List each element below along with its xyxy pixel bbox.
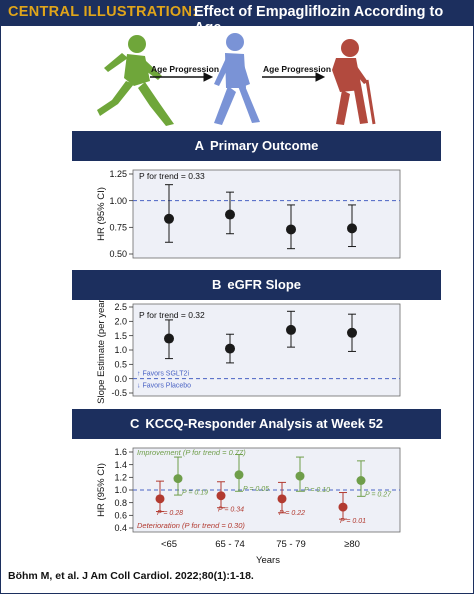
arrow-label-1: Age Progression [151, 64, 220, 74]
panel-b-y-axis-label: Slope Estimate (per year) [96, 300, 107, 404]
panel-c-deterioration-point [338, 502, 348, 512]
panel-c-improvement-p-label: P = 0.27 [365, 492, 392, 499]
panel-a-point [286, 224, 296, 235]
panel-b-y-tick-label: 0.5 [114, 360, 127, 370]
panel-b-point [225, 343, 235, 354]
panel-c-deterioration-point [277, 494, 287, 504]
panel-b-favors-down: ↓ Favors Placebo [137, 383, 191, 390]
panel-c-improvement-point [234, 470, 244, 480]
panel-c-improvement-label: Improvement (P for trend = 0.77) [137, 448, 246, 457]
cane-icon [365, 79, 376, 125]
panel-b-letter: B [211, 277, 222, 292]
panel-c-y-axis-label: HR (95% CI) [96, 463, 107, 517]
header-title: Effect of Empagliflozin According to Age [194, 4, 444, 36]
panel-a-y-tick-label: 1.25 [109, 169, 127, 179]
citation: Böhm M, et al. J Am Coll Cardiol. 2022;8… [8, 570, 254, 582]
panel-b-y-tick-label: 2.5 [114, 302, 127, 312]
panel-b-y-tick-label: 2.0 [114, 317, 127, 327]
panel-b-favors-up: ↑ Favors SGLT2i [137, 371, 189, 378]
header-lead: CENTRAL ILLUSTRATION: [8, 4, 198, 20]
panel-b-plot-area [132, 303, 401, 397]
panel-c-y-tick-label: 0.8 [114, 498, 127, 508]
panel-b-y-tick-label: 1.5 [114, 331, 127, 341]
panel-c-improvement-point [356, 476, 366, 485]
panel-b-point [286, 324, 296, 335]
panel-c-deterioration-p-label: P = 0.01 [340, 518, 366, 525]
progression-arrow-icon-1 [150, 72, 214, 82]
panel-c-x-tick-label: ≥80 [344, 539, 360, 550]
panel-c-deterioration-p-label: P = 0.34 [218, 507, 244, 514]
panel-b-y-tick-label: 0.0 [114, 374, 127, 384]
panel-a-title: Primary Outcome [210, 138, 319, 153]
panel-a-letter: A [194, 138, 204, 153]
runner-figure-icon [97, 35, 174, 126]
panel-c-y-tick-label: 1.4 [114, 460, 127, 470]
panel-c-deterioration-p-label: P = 0.28 [157, 510, 183, 517]
panel-c-deterioration-label: Deterioration (P for trend = 0.30) [137, 521, 245, 530]
panel-c-improvement-p-label: P = 0.05 [243, 486, 269, 493]
panel-a-p-trend: P for trend = 0.33 [139, 171, 205, 181]
panel-a-y-tick-label: 0.50 [109, 249, 127, 259]
panel-a-y-tick-label: 0.75 [109, 223, 127, 233]
panel-c-improvement-point [173, 474, 183, 484]
panel-c-x-tick-label: 65 - 74 [215, 539, 245, 550]
panel-c-title: KCCQ-Responder Analysis at Week 52 [145, 416, 384, 431]
panel-c-deterioration-point [155, 494, 165, 504]
elder-figure-icon [332, 39, 368, 125]
panel-c-deterioration-p-label: P = 0.22 [279, 510, 305, 517]
panel-a-y-tick-label: 1.00 [109, 196, 127, 206]
arrow-label-2: Age Progression [263, 64, 332, 74]
panel-c-deterioration-point [216, 491, 226, 501]
walker-figure-icon [214, 33, 260, 125]
panel-c-improvement-p-label: P = 0.10 [304, 487, 330, 494]
panel-a-point [164, 213, 174, 224]
panel-b-y-tick-label: -0.5 [111, 388, 127, 398]
panel-c-y-tick-label: 0.6 [114, 511, 127, 521]
panel-c-x-tick-label: 75 - 79 [276, 539, 306, 550]
panel-a-banner: A Primary Outcome [72, 131, 441, 161]
panel-a-point [347, 223, 357, 234]
panel-c-x-tick-label: <65 [161, 539, 177, 550]
kccq-responder-chart: 0.4 0.6 0.8 1.0 1.2 1.4 1.6 HR (95% CI) Improvem… [96, 447, 401, 566]
panel-c-improvement-p-label: P = 0.19 [182, 490, 208, 497]
panel-c-y-tick-label: 1.2 [114, 473, 127, 483]
panel-b-title: eGFR Slope [227, 277, 302, 292]
panel-c-y-tick-label: 1.6 [114, 447, 127, 457]
panel-c-y-tick-label: 0.4 [114, 523, 127, 533]
panel-c-improvement-point [295, 471, 305, 481]
egfr-slope-chart: -0.5 0.0 0.5 1.0 1.5 2.0 2.5 Slope Estimate (pe… [96, 300, 401, 404]
header-bar: CENTRAL ILLUSTRATION: Effect of Empaglif… [0, 0, 474, 36]
panel-c-x-axis-label: Years [256, 555, 280, 566]
progression-arrow-icon-2 [262, 72, 326, 82]
panel-b-point [347, 327, 357, 338]
panel-c-banner: C KCCQ-Responder Analysis at Week 52 [72, 409, 441, 439]
panel-b-point [164, 333, 174, 344]
panel-b-y-tick-label: 1.0 [114, 345, 127, 355]
panel-c-y-tick-label: 1.0 [114, 485, 127, 495]
panel-a-plot-area [132, 169, 401, 259]
panel-b-p-trend: P for trend = 0.32 [139, 310, 205, 320]
panel-a-point [225, 209, 235, 220]
panel-c-letter: C [129, 416, 140, 431]
panel-a-y-axis-label: HR (95% CI) [96, 187, 107, 241]
age-progression-illustration [97, 33, 376, 126]
